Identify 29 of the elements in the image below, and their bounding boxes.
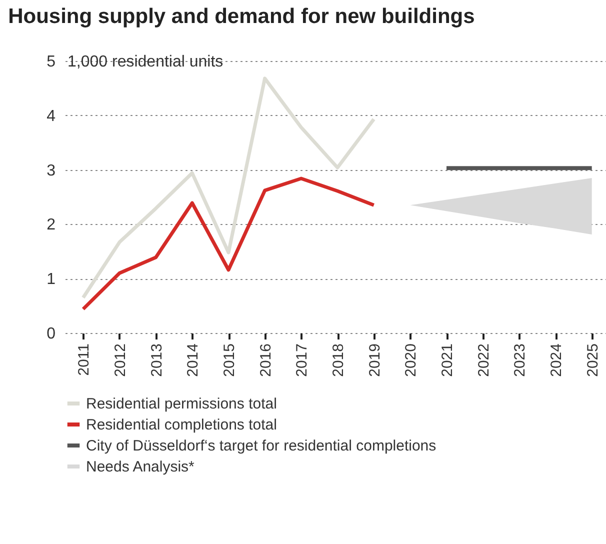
x-tick-label: 2011 xyxy=(76,344,93,376)
x-tick-label: 2013 xyxy=(148,344,166,377)
y-tick-label: 4 xyxy=(46,108,56,125)
line-series xyxy=(81,176,376,311)
x-tick-label: 2023 xyxy=(512,344,529,377)
chart-title: Housing supply and demand for new buildings xyxy=(8,5,475,28)
y-tick-label: 3 xyxy=(46,162,56,180)
x-tick-label: 2018 xyxy=(330,344,347,377)
x-tick-label: 2020 xyxy=(402,344,420,377)
x-tick-label: 2024 xyxy=(548,344,565,377)
x-tick-label: 2012 xyxy=(112,344,129,377)
y-tick-label: 1 xyxy=(46,271,56,288)
y-tick-label: 2 xyxy=(46,216,56,234)
legend-label: Residential permissions total xyxy=(86,396,277,412)
legend-label: Residential completions total xyxy=(86,416,277,434)
legend-label: City of Düsseldorf‘s target for residential completions xyxy=(86,438,436,454)
x-tick-label: 2014 xyxy=(184,344,202,377)
x-tick-label: 2021 xyxy=(439,344,456,377)
y-axis-title: 1,000 residential units xyxy=(68,54,224,70)
y-tick-label: 5 xyxy=(46,54,56,70)
x-tick-label: 2016 xyxy=(257,344,274,377)
x-tick-label: 2025 xyxy=(584,344,602,377)
x-tick-label: 2017 xyxy=(294,344,311,377)
line-series xyxy=(81,76,376,300)
legend-label: Needs Analysis* xyxy=(86,458,195,476)
x-tick-label: 2019 xyxy=(366,344,384,377)
y-tick-label: 0 xyxy=(46,326,56,342)
x-tick-label: 2015 xyxy=(221,344,238,377)
x-tick-label: 2022 xyxy=(475,344,492,377)
